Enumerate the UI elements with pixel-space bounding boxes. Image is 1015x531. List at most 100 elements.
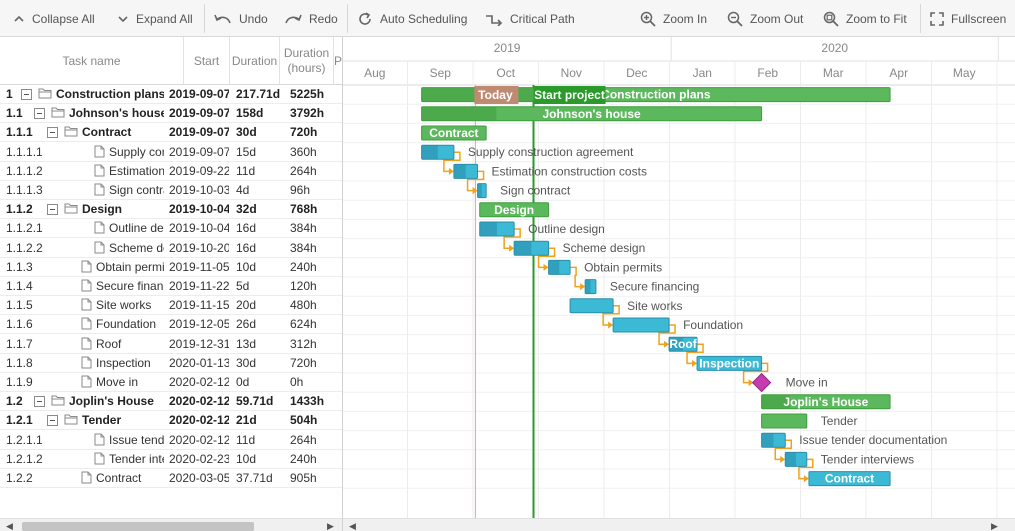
table-row[interactable]: 1.1.1.1 Supply construction agreement 2019… — [0, 143, 342, 162]
chart-horizontal-scrollbar[interactable]: ◀ ▶ — [342, 518, 1015, 531]
dependency-link[interactable] — [466, 170, 485, 192]
task-name[interactable]: Sign contract — [109, 183, 164, 197]
table-row[interactable]: 1.1.7 Roof 2019-12-31 13d 312h — [0, 335, 342, 354]
scroll-right-icon[interactable]: ▶ — [991, 521, 998, 531]
table-row[interactable]: 1.1.5 Site works 2019-11-15 20d 480h — [0, 296, 342, 316]
zoom-in-button[interactable]: Zoom In — [640, 0, 707, 37]
task-bar[interactable] — [569, 298, 614, 314]
table-row[interactable]: 1.1.9 Move in 2020-02-12 0d 0h — [0, 373, 342, 392]
task-hours: 96h — [290, 183, 311, 197]
task-name[interactable]: Scheme design — [109, 240, 164, 255]
task-name[interactable]: Johnson's house — [69, 106, 164, 121]
dependency-link[interactable] — [503, 228, 521, 249]
scroll-right-icon[interactable]: ▶ — [327, 521, 334, 531]
grid-horizontal-scrollbar[interactable]: ◀ ▶ — [0, 518, 342, 531]
dependency-link[interactable] — [798, 458, 814, 480]
table-row[interactable]: 1.1.1.3 Sign contract 2019-10-03 4d 96h — [0, 181, 342, 200]
table-row[interactable]: 1.2.1.2 Tender interviews 2020-02-23 10d 240… — [0, 450, 342, 469]
task-start: 2020-02-12 — [169, 394, 229, 409]
fullscreen-button[interactable]: Fullscreen — [930, 0, 1006, 37]
collapse-all-button[interactable]: Collapse All — [13, 0, 95, 37]
column-header-duration-hours[interactable]: Duration (hours) — [280, 37, 334, 85]
dependency-link[interactable] — [658, 324, 676, 345]
task-name[interactable]: Supply construction agreement — [109, 144, 164, 159]
task-name[interactable]: Obtain permits — [96, 259, 164, 274]
dependency-link[interactable] — [774, 439, 793, 461]
task-name[interactable]: Issue tender documentation — [109, 432, 164, 447]
table-row[interactable]: 1.2 Joplin's House 2020-02-12 59.71d 1433h — [0, 392, 342, 412]
task-name[interactable]: Tender — [82, 413, 122, 428]
collapse-toggle-icon[interactable] — [47, 415, 58, 427]
auto-scheduling-button[interactable]: Auto Scheduling — [357, 0, 467, 37]
task-name[interactable]: Tender interviews — [109, 451, 164, 466]
critical-path-button[interactable]: Critical Path — [485, 0, 575, 37]
collapse-toggle-icon[interactable] — [21, 89, 32, 100]
scrollbar-thumb[interactable] — [22, 522, 254, 531]
table-row[interactable]: 1.2.2 Contract 2020-03-05 37.71d 905h — [0, 469, 342, 488]
task-name[interactable]: Move in — [96, 375, 139, 389]
table-row[interactable]: 1.1.1 Contract 2019-09-07 30d 720h — [0, 123, 342, 143]
dependency-link[interactable] — [686, 343, 704, 365]
summary-bar[interactable] — [479, 202, 550, 218]
table-row[interactable]: 1.1.2 Design 2019-10-04 32d 768h — [0, 200, 342, 220]
task-name[interactable]: Site works — [96, 298, 152, 313]
table-row[interactable]: 1 Construction plans 2019-09-07 217.71d 5225… — [0, 85, 342, 104]
table-row[interactable]: 1.1.8 Inspection 2020-01-13 30d 720h — [0, 354, 342, 373]
dependency-link[interactable] — [537, 247, 556, 269]
table-row[interactable]: 1.2.1 Tender 2020-02-12 21d 504h — [0, 411, 342, 431]
task-name[interactable]: Secure financing — [96, 279, 164, 293]
task-bar[interactable] — [696, 355, 763, 371]
redo-icon — [285, 14, 302, 23]
expand-all-button[interactable]: Expand All — [117, 0, 193, 37]
task-hours: 480h — [290, 298, 317, 313]
table-row[interactable]: 1.1.2.2 Scheme design 2019-10-20 16d 384h — [0, 239, 342, 258]
task-name[interactable]: Contract — [82, 125, 132, 140]
task-start: 2019-10-20 — [169, 240, 229, 255]
task-name[interactable]: Foundation — [96, 317, 157, 332]
task-duration: 158d — [236, 106, 264, 121]
summary-bar[interactable] — [421, 125, 487, 141]
zoom-to-fit-button[interactable]: Zoom to Fit — [823, 0, 907, 37]
dependency-link[interactable] — [570, 266, 582, 288]
table-row[interactable]: 1.2.1.1 Issue tender documentation 2020-02… — [0, 431, 342, 450]
table-row[interactable]: 1.1.3 Obtain permits 2019-11-05 10d 240h — [0, 258, 342, 277]
collapse-toggle-icon[interactable] — [34, 396, 45, 408]
table-row[interactable]: 1.1.2.1 Outline design 2019-10-04 16d 384h — [0, 219, 342, 239]
milestone-diamond[interactable] — [751, 372, 772, 393]
summary-bar[interactable] — [761, 413, 808, 429]
scroll-left-icon[interactable]: ◀ — [6, 521, 13, 531]
undo-button[interactable]: Undo — [214, 0, 268, 37]
task-name[interactable]: Joplin's House — [69, 394, 154, 409]
column-header-extra[interactable]: P — [334, 53, 342, 68]
table-row[interactable]: 1.1.1.2 Estimation construction costs 2019… — [0, 162, 342, 181]
dependency-link[interactable] — [443, 151, 461, 173]
task-name[interactable]: Inspection — [96, 355, 151, 370]
task-name[interactable]: Design — [82, 202, 123, 217]
collapse-toggle-icon[interactable] — [34, 108, 45, 120]
table-row[interactable]: 1.1.4 Secure financing 2019-11-22 5d 120h — [0, 277, 342, 296]
summary-bar[interactable] — [421, 106, 763, 122]
task-hours: 312h — [290, 336, 317, 351]
task-bar[interactable] — [808, 471, 891, 487]
task-bar[interactable] — [612, 317, 670, 333]
task-start: 2019-12-31 — [169, 336, 229, 351]
column-header-start[interactable]: Start — [184, 37, 230, 85]
task-name[interactable]: Construction plans — [56, 87, 164, 101]
zoom-out-button[interactable]: Zoom Out — [727, 0, 803, 37]
task-name[interactable]: Outline design — [109, 221, 164, 236]
column-header-duration[interactable]: Duration — [230, 37, 280, 85]
table-row[interactable]: 1.1 Johnson's house 2019-09-07 158d 3792h — [0, 104, 342, 124]
task-name[interactable]: Estimation construction costs — [109, 163, 164, 178]
scroll-left-icon[interactable]: ◀ — [349, 521, 356, 531]
dependency-link[interactable] — [602, 305, 620, 326]
task-name[interactable]: Contract — [96, 471, 142, 485]
task-start: 2020-02-12 — [169, 375, 229, 389]
column-header-task-name[interactable]: Task name — [0, 37, 184, 85]
task-name[interactable]: Roof — [96, 336, 122, 351]
collapse-toggle-icon[interactable] — [47, 204, 58, 216]
redo-button[interactable]: Redo — [284, 0, 338, 37]
table-row[interactable]: 1.1.6 Foundation 2019-12-05 26d 624h — [0, 315, 342, 335]
collapse-toggle-icon[interactable] — [47, 127, 58, 139]
task-duration: 20d — [236, 298, 257, 313]
dependency-link[interactable] — [742, 362, 769, 384]
